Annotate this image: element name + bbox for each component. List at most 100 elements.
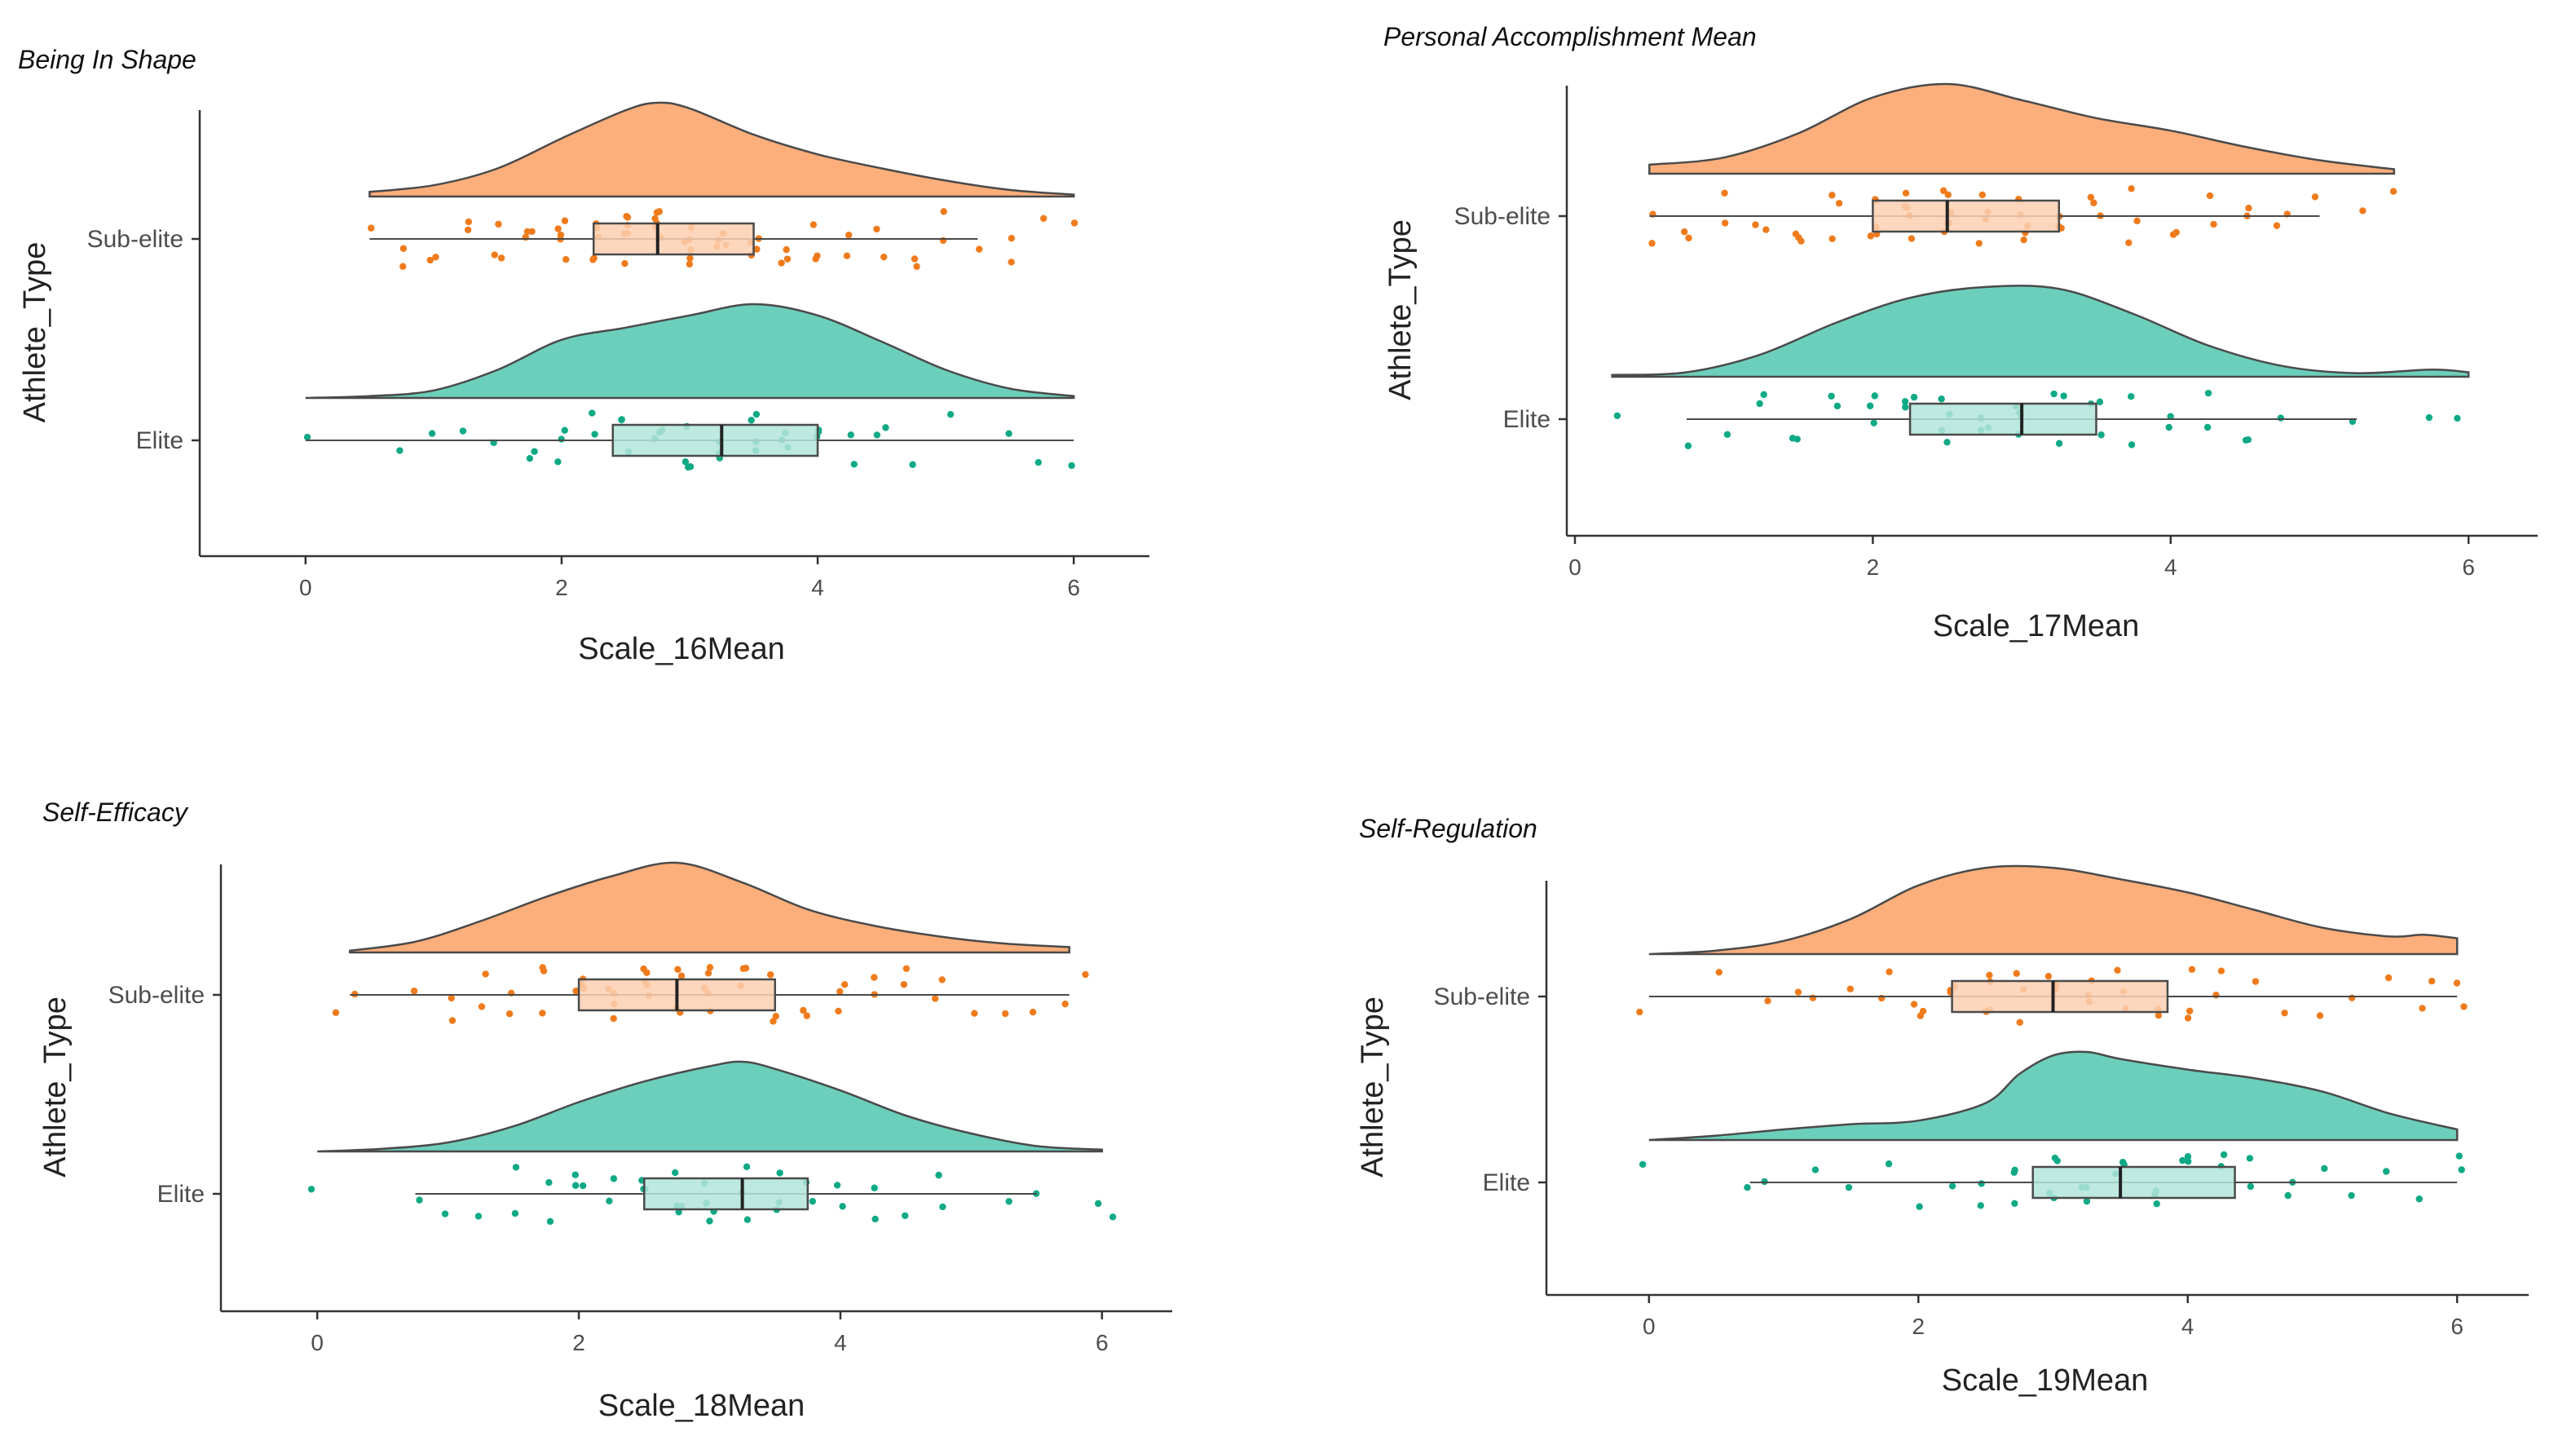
data-point xyxy=(495,220,502,228)
data-point xyxy=(491,251,498,259)
data-point xyxy=(1685,234,1692,242)
data-point xyxy=(539,1010,546,1017)
data-point xyxy=(2425,413,2433,422)
data-point xyxy=(841,981,849,988)
data-point xyxy=(2247,1182,2255,1191)
data-point xyxy=(686,463,695,471)
x-tick-label: 0 xyxy=(299,575,312,600)
data-point xyxy=(546,1217,554,1226)
iqr-box xyxy=(611,423,819,457)
data-point xyxy=(902,1212,909,1219)
data-point xyxy=(2359,207,2366,214)
iqr-box xyxy=(643,1177,809,1211)
data-point xyxy=(571,1171,579,1178)
data-point xyxy=(2186,1007,2194,1014)
data-point xyxy=(448,994,455,1002)
data-point xyxy=(505,1010,514,1018)
data-point xyxy=(1846,985,1855,992)
data-point xyxy=(2128,393,2135,400)
data-point xyxy=(1752,221,1759,228)
data-point xyxy=(448,1017,457,1024)
data-point xyxy=(847,431,854,439)
data-point xyxy=(572,988,580,995)
x-tick-label: 6 xyxy=(1067,575,1080,600)
data-point xyxy=(571,1182,580,1189)
data-point xyxy=(2060,392,2067,400)
data-point xyxy=(1910,393,1918,401)
data-point xyxy=(873,431,881,439)
data-point xyxy=(2389,188,2397,195)
data-point xyxy=(1070,219,1078,227)
data-point xyxy=(2383,1168,2390,1175)
data-point xyxy=(671,1169,679,1177)
data-point xyxy=(1910,1001,1918,1008)
x-tick-label: 2 xyxy=(1867,555,1880,580)
data-point xyxy=(1744,1184,1751,1191)
data-point xyxy=(845,232,853,239)
category-label: Elite xyxy=(157,1181,205,1208)
data-point xyxy=(748,417,755,424)
data-point xyxy=(902,965,911,972)
data-point xyxy=(976,245,983,253)
data-point xyxy=(946,410,955,418)
data-point xyxy=(1977,1202,1984,1209)
x-axis-title: Scale_16Mean xyxy=(578,632,785,666)
data-point xyxy=(706,964,714,971)
density-cloud xyxy=(317,1060,1104,1153)
data-point xyxy=(1034,458,1042,466)
data-point xyxy=(1613,412,1621,420)
data-point xyxy=(882,424,889,431)
data-point xyxy=(1721,189,1728,197)
y-axis-title: Athlete_Type xyxy=(38,996,73,1178)
data-point xyxy=(2220,1151,2228,1159)
data-point xyxy=(2165,423,2172,431)
data-point xyxy=(482,970,489,978)
data-point xyxy=(1867,232,1875,240)
x-tick-label: 2 xyxy=(572,1330,585,1355)
category-label: Elite xyxy=(1503,406,1550,433)
x-axis-title: Scale_19Mean xyxy=(1942,1363,2149,1398)
data-point xyxy=(623,213,630,220)
iqr-box xyxy=(2031,1165,2236,1200)
data-point xyxy=(2419,1005,2426,1012)
data-point xyxy=(1833,402,1842,410)
x-axis-title: Scale_17Mean xyxy=(1933,609,2140,643)
data-point xyxy=(1828,192,1836,199)
data-point xyxy=(2010,1169,2018,1177)
data-point xyxy=(368,224,375,232)
data-point xyxy=(512,1164,520,1171)
data-point xyxy=(591,431,598,438)
data-point xyxy=(2125,239,2133,246)
data-point xyxy=(772,1013,780,1020)
data-point xyxy=(809,221,818,228)
data-point xyxy=(2244,435,2252,444)
data-point xyxy=(2281,1010,2288,1017)
data-point xyxy=(836,988,844,996)
data-point xyxy=(579,1182,587,1190)
data-point xyxy=(2384,974,2393,982)
data-point xyxy=(686,254,694,262)
data-point xyxy=(940,208,947,215)
data-point xyxy=(835,1007,842,1015)
data-point xyxy=(1871,392,1878,400)
x-tick-label: 4 xyxy=(2164,555,2177,580)
data-point xyxy=(1870,419,1877,426)
data-point xyxy=(1901,398,1909,405)
data-point xyxy=(681,458,690,466)
density-cloud xyxy=(1611,285,2470,378)
data-point xyxy=(1681,228,1688,236)
data-point xyxy=(497,254,505,262)
data-point xyxy=(939,236,947,245)
data-point xyxy=(2217,967,2225,974)
data-point xyxy=(880,253,888,261)
data-point xyxy=(2284,1191,2291,1200)
data-point xyxy=(1636,1008,1643,1016)
data-point xyxy=(1939,187,1947,195)
data-point xyxy=(610,1014,617,1023)
data-point xyxy=(752,410,761,418)
data-point xyxy=(416,1196,423,1204)
panel-3: Self-Efficacy 0 2 4 6 Scale_18Mean Athlete_Typ… xyxy=(38,798,1172,1423)
data-point xyxy=(704,970,712,977)
data-point xyxy=(590,254,598,262)
data-point xyxy=(1760,391,1767,399)
